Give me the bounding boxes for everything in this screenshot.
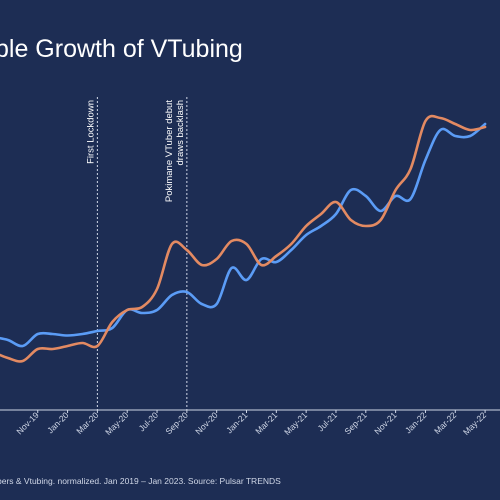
- x-tick-label: Nov-21: [372, 410, 399, 437]
- x-tick-label: Sep-21: [342, 410, 369, 437]
- annotation-label: Pokimane VTuber debut: [164, 100, 175, 202]
- x-tick-label: Mar-21: [253, 410, 279, 436]
- x-tick-label: Mar-22: [432, 410, 458, 436]
- x-tick-label: Jan-21: [224, 410, 250, 436]
- annotation-layer: First Lockdown Pokimane VTuber debut draws…: [85, 97, 188, 410]
- x-tick-label: Nov-19: [14, 410, 41, 437]
- x-tick-label: May-22: [461, 410, 488, 437]
- annotation-label: First Lockdown: [85, 100, 96, 164]
- x-tick-label: Jul-21: [316, 410, 340, 434]
- x-tick-label: Nov-20: [193, 410, 220, 437]
- chart-title: ble Growth of VTubing: [0, 35, 243, 63]
- source-note: bers & Vtubing. normalized. Jan 2019 – J…: [0, 476, 281, 486]
- x-tick-label: Mar-20: [74, 410, 100, 436]
- series-line-blue: [0, 122, 487, 348]
- x-axis-ticks: Nov-19 Jan-20 Mar-20 May-20 Jul-20 Sep-20 Nov-…: [14, 410, 488, 437]
- x-tick-label: Sep-20: [163, 410, 190, 437]
- x-tick-label: Jan-20: [45, 410, 71, 436]
- x-tick-label: May-21: [282, 410, 309, 437]
- annotation-label: draws backlash: [175, 100, 186, 165]
- x-tick-label: Jul-20: [137, 410, 161, 434]
- x-tick-label: May-20: [103, 410, 130, 437]
- series-layer: [0, 114, 487, 363]
- series-line-orange: [0, 114, 487, 363]
- x-tick-label: Jan-22: [403, 410, 429, 436]
